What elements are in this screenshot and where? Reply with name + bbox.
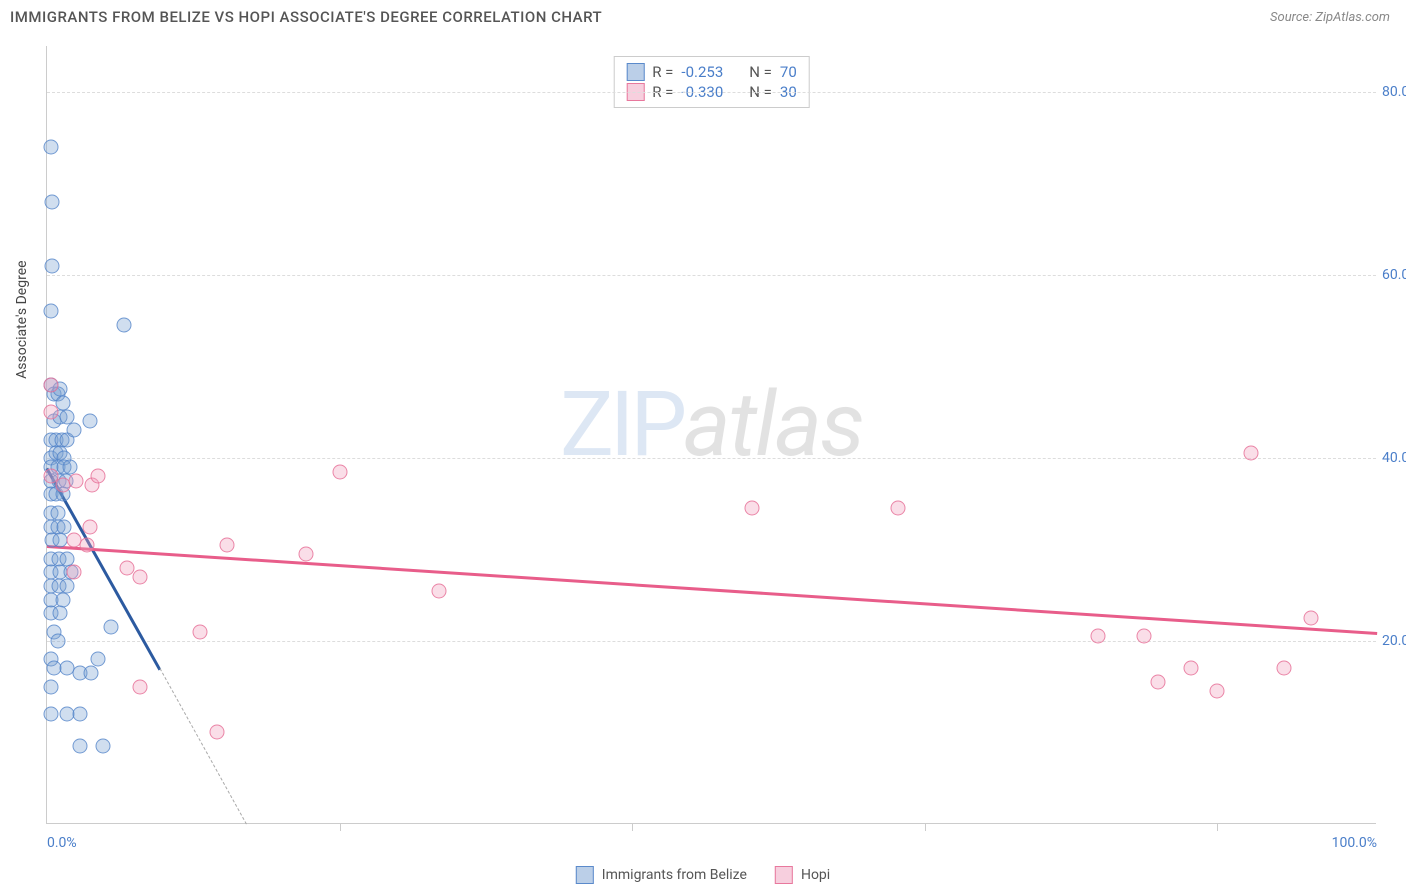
gridline [47, 458, 1376, 459]
n-label: N = [749, 63, 772, 81]
data-point [210, 725, 225, 740]
data-point [90, 652, 105, 667]
y-tick-label: 40.0% [1382, 450, 1406, 466]
data-point [119, 560, 134, 575]
x-tick-label: 0.0% [47, 835, 77, 851]
series-legend: Immigrants from Belize Hopi [576, 866, 830, 884]
data-point [891, 501, 906, 516]
chart-title: IMMIGRANTS FROM BELIZE VS HOPI ASSOCIATE… [10, 8, 602, 26]
y-tick-label: 60.0% [1382, 267, 1406, 283]
legend-label: Hopi [801, 867, 830, 883]
data-point [69, 473, 84, 488]
data-point [82, 519, 97, 534]
data-point [219, 537, 234, 552]
y-axis-label: Associate's Degree [14, 260, 30, 378]
legend-label: Immigrants from Belize [602, 867, 747, 883]
legend-item: Hopi [775, 866, 830, 884]
gridline [47, 641, 1376, 642]
gridline [47, 275, 1376, 276]
data-point [744, 501, 759, 516]
x-tick [1217, 823, 1218, 831]
data-point [90, 469, 105, 484]
data-point [103, 620, 118, 635]
legend-swatch [775, 866, 793, 884]
y-tick-label: 80.0% [1382, 84, 1406, 100]
data-point [73, 739, 88, 754]
data-point [1150, 675, 1165, 690]
data-point [43, 304, 58, 319]
data-point [1090, 629, 1105, 644]
data-point [43, 405, 58, 420]
data-point [1243, 446, 1258, 461]
x-tick-label: 100.0% [1332, 835, 1377, 851]
watermark-zip: ZIP [560, 372, 683, 477]
data-point [1137, 629, 1152, 644]
x-tick [925, 823, 926, 831]
data-point [332, 464, 347, 479]
legend-swatch [626, 63, 644, 81]
y-tick-label: 20.0% [1382, 633, 1406, 649]
data-point [83, 665, 98, 680]
stats-legend-row: R = -0.253 N = 70 [626, 63, 797, 81]
data-point [95, 739, 110, 754]
data-point [1276, 661, 1291, 676]
gridline [47, 92, 1376, 93]
x-tick [632, 823, 633, 831]
data-point [133, 679, 148, 694]
data-point [43, 139, 58, 154]
data-point [53, 606, 68, 621]
watermark: ZIPatlas [560, 372, 863, 477]
data-point [66, 565, 81, 580]
data-point [50, 633, 65, 648]
data-point [43, 707, 58, 722]
data-point [1210, 684, 1225, 699]
data-point [66, 423, 81, 438]
r-value: -0.253 [681, 63, 723, 81]
scatter-chart: ZIPatlas R =-0.253N =70R =-0.330N =30 20… [46, 46, 1376, 824]
trendline [160, 669, 247, 825]
stats-legend: R =-0.253N =70R =-0.330N =30 [613, 56, 810, 108]
data-point [82, 414, 97, 429]
watermark-atlas: atlas [683, 372, 863, 477]
data-point [192, 624, 207, 639]
data-point [43, 377, 58, 392]
data-point [1183, 661, 1198, 676]
r-label: R = [652, 63, 673, 81]
x-tick [340, 823, 341, 831]
data-point [117, 318, 132, 333]
data-point [299, 546, 314, 561]
n-value: 70 [780, 63, 797, 81]
data-point [55, 592, 70, 607]
data-point [45, 194, 60, 209]
data-point [432, 583, 447, 598]
trendline [47, 545, 1377, 634]
data-point [45, 258, 60, 273]
data-point [133, 569, 148, 584]
data-point [43, 679, 58, 694]
legend-swatch [576, 866, 594, 884]
source-credit: Source: ZipAtlas.com [1270, 10, 1390, 25]
legend-item: Immigrants from Belize [576, 866, 747, 884]
data-point [1303, 611, 1318, 626]
data-point [79, 537, 94, 552]
data-point [73, 707, 88, 722]
